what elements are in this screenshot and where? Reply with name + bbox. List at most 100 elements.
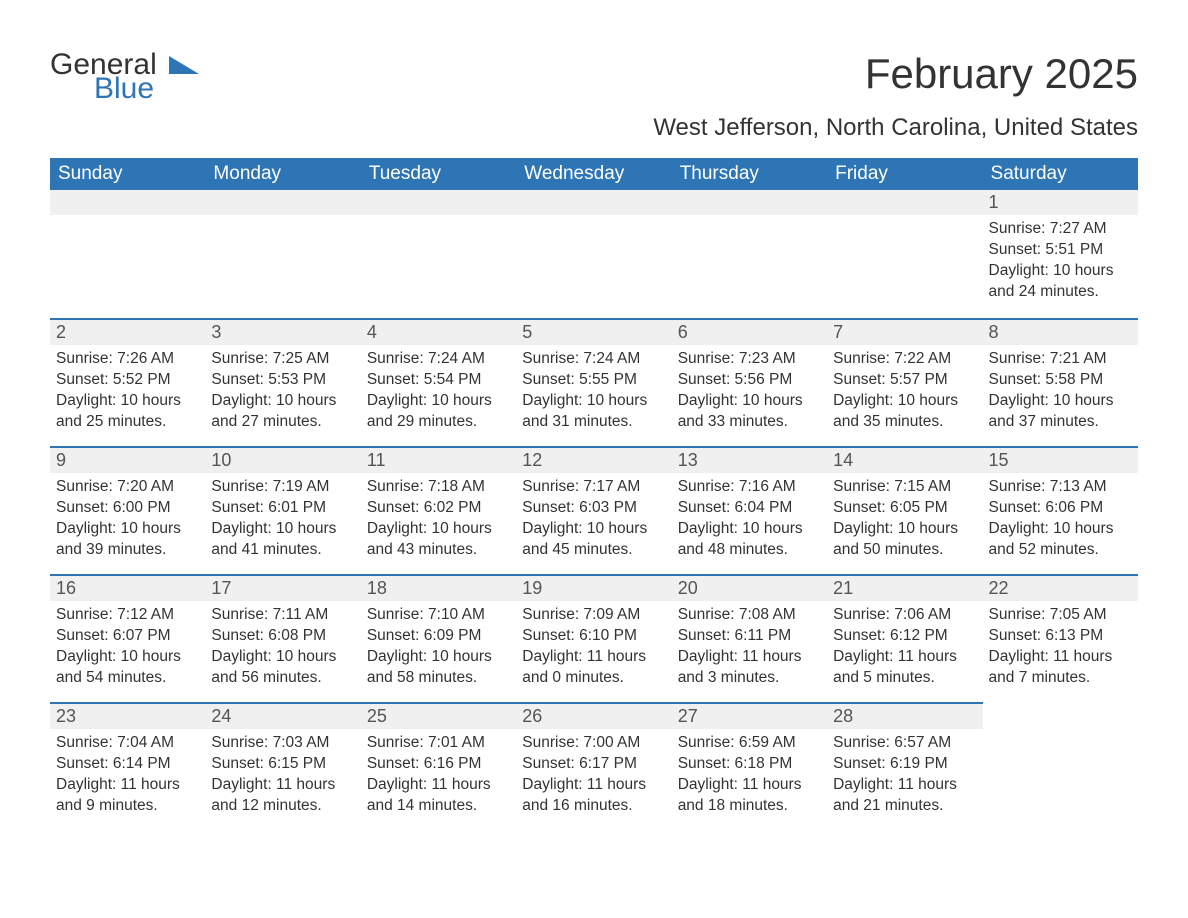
sunrise-text: Sunrise: 6:57 AM: [833, 733, 976, 754]
sunrise-text: Sunrise: 6:59 AM: [678, 733, 821, 754]
sunset-text: Sunset: 5:54 PM: [367, 370, 510, 391]
day-details: Sunrise: 7:15 AMSunset: 6:05 PMDaylight:…: [827, 473, 982, 565]
day-details: Sunrise: 7:23 AMSunset: 5:56 PMDaylight:…: [672, 345, 827, 437]
calendar-cell: 17Sunrise: 7:11 AMSunset: 6:08 PMDayligh…: [205, 574, 360, 702]
sunrise-text: Sunrise: 7:26 AM: [56, 349, 199, 370]
sunset-text: Sunset: 6:04 PM: [678, 498, 821, 519]
sunset-text: Sunset: 5:51 PM: [989, 240, 1132, 261]
day-number: 17: [205, 574, 360, 601]
daylight-text: Daylight: 11 hours and 3 minutes.: [678, 647, 821, 689]
sunrise-text: Sunrise: 7:16 AM: [678, 477, 821, 498]
sunset-text: Sunset: 6:10 PM: [522, 626, 665, 647]
header: General Blue February 2025 West Jefferso…: [50, 50, 1138, 142]
sunset-text: Sunset: 6:00 PM: [56, 498, 199, 519]
sunset-text: Sunset: 5:53 PM: [211, 370, 354, 391]
sunrise-text: Sunrise: 7:20 AM: [56, 477, 199, 498]
sunrise-text: Sunrise: 7:00 AM: [522, 733, 665, 754]
daylight-text: Daylight: 10 hours and 37 minutes.: [989, 391, 1132, 433]
day-number: 10: [205, 446, 360, 473]
sunrise-text: Sunrise: 7:06 AM: [833, 605, 976, 626]
day-details: Sunrise: 7:04 AMSunset: 6:14 PMDaylight:…: [50, 729, 205, 821]
calendar-cell: 25Sunrise: 7:01 AMSunset: 6:16 PMDayligh…: [361, 702, 516, 830]
day-number: 2: [50, 318, 205, 345]
sunset-text: Sunset: 6:07 PM: [56, 626, 199, 647]
calendar-cell: 6Sunrise: 7:23 AMSunset: 5:56 PMDaylight…: [672, 318, 827, 446]
calendar-cell: 26Sunrise: 7:00 AMSunset: 6:17 PMDayligh…: [516, 702, 671, 830]
day-number: [672, 190, 827, 215]
calendar-cell: 20Sunrise: 7:08 AMSunset: 6:11 PMDayligh…: [672, 574, 827, 702]
sunrise-text: Sunrise: 7:13 AM: [989, 477, 1132, 498]
sunset-text: Sunset: 6:05 PM: [833, 498, 976, 519]
calendar-cell: 8Sunrise: 7:21 AMSunset: 5:58 PMDaylight…: [983, 318, 1138, 446]
calendar-cell: 18Sunrise: 7:10 AMSunset: 6:09 PMDayligh…: [361, 574, 516, 702]
sunset-text: Sunset: 6:03 PM: [522, 498, 665, 519]
calendar-cell: 10Sunrise: 7:19 AMSunset: 6:01 PMDayligh…: [205, 446, 360, 574]
sunset-text: Sunset: 6:18 PM: [678, 754, 821, 775]
day-details: Sunrise: 7:19 AMSunset: 6:01 PMDaylight:…: [205, 473, 360, 565]
calendar-cell: 5Sunrise: 7:24 AMSunset: 5:55 PMDaylight…: [516, 318, 671, 446]
calendar-cell: 1Sunrise: 7:27 AMSunset: 5:51 PMDaylight…: [983, 190, 1138, 318]
calendar: SundayMondayTuesdayWednesdayThursdayFrid…: [50, 158, 1138, 830]
sunset-text: Sunset: 6:16 PM: [367, 754, 510, 775]
sunset-text: Sunset: 5:58 PM: [989, 370, 1132, 391]
sunrise-text: Sunrise: 7:03 AM: [211, 733, 354, 754]
daylight-text: Daylight: 10 hours and 58 minutes.: [367, 647, 510, 689]
day-number: 24: [205, 702, 360, 729]
sunrise-text: Sunrise: 7:27 AM: [989, 219, 1132, 240]
day-details: Sunrise: 7:09 AMSunset: 6:10 PMDaylight:…: [516, 601, 671, 693]
day-number: 15: [983, 446, 1138, 473]
day-header: Tuesday: [361, 158, 516, 190]
calendar-week: 1Sunrise: 7:27 AMSunset: 5:51 PMDaylight…: [50, 190, 1138, 318]
day-header: Thursday: [672, 158, 827, 190]
day-details: Sunrise: 7:05 AMSunset: 6:13 PMDaylight:…: [983, 601, 1138, 693]
day-number: 16: [50, 574, 205, 601]
calendar-cell: [672, 190, 827, 318]
sunrise-text: Sunrise: 7:19 AM: [211, 477, 354, 498]
daylight-text: Daylight: 10 hours and 56 minutes.: [211, 647, 354, 689]
day-details: Sunrise: 7:06 AMSunset: 6:12 PMDaylight:…: [827, 601, 982, 693]
sunset-text: Sunset: 6:11 PM: [678, 626, 821, 647]
sunset-text: Sunset: 6:17 PM: [522, 754, 665, 775]
calendar-cell: 15Sunrise: 7:13 AMSunset: 6:06 PMDayligh…: [983, 446, 1138, 574]
sunrise-text: Sunrise: 7:25 AM: [211, 349, 354, 370]
day-details: Sunrise: 7:27 AMSunset: 5:51 PMDaylight:…: [983, 215, 1138, 307]
sunset-text: Sunset: 6:02 PM: [367, 498, 510, 519]
day-number: 20: [672, 574, 827, 601]
location-subtitle: West Jefferson, North Carolina, United S…: [653, 114, 1138, 142]
daylight-text: Daylight: 11 hours and 0 minutes.: [522, 647, 665, 689]
day-number: 1: [983, 190, 1138, 215]
daylight-text: Daylight: 11 hours and 7 minutes.: [989, 647, 1132, 689]
day-details: Sunrise: 7:13 AMSunset: 6:06 PMDaylight:…: [983, 473, 1138, 565]
day-details: Sunrise: 7:12 AMSunset: 6:07 PMDaylight:…: [50, 601, 205, 693]
day-header: Monday: [205, 158, 360, 190]
day-details: Sunrise: 7:21 AMSunset: 5:58 PMDaylight:…: [983, 345, 1138, 437]
sunset-text: Sunset: 6:06 PM: [989, 498, 1132, 519]
sunset-text: Sunset: 6:09 PM: [367, 626, 510, 647]
day-number: 22: [983, 574, 1138, 601]
calendar-cell: [205, 190, 360, 318]
day-number: 14: [827, 446, 982, 473]
calendar-cell: [827, 190, 982, 318]
daylight-text: Daylight: 11 hours and 14 minutes.: [367, 775, 510, 817]
day-details: Sunrise: 7:08 AMSunset: 6:11 PMDaylight:…: [672, 601, 827, 693]
daylight-text: Daylight: 10 hours and 31 minutes.: [522, 391, 665, 433]
day-number: 25: [361, 702, 516, 729]
sunset-text: Sunset: 5:57 PM: [833, 370, 976, 391]
daylight-text: Daylight: 10 hours and 41 minutes.: [211, 519, 354, 561]
day-details: Sunrise: 7:11 AMSunset: 6:08 PMDaylight:…: [205, 601, 360, 693]
daylight-text: Daylight: 11 hours and 16 minutes.: [522, 775, 665, 817]
calendar-cell: 28Sunrise: 6:57 AMSunset: 6:19 PMDayligh…: [827, 702, 982, 830]
calendar-cell: 14Sunrise: 7:15 AMSunset: 6:05 PMDayligh…: [827, 446, 982, 574]
day-number: 3: [205, 318, 360, 345]
sunrise-text: Sunrise: 7:04 AM: [56, 733, 199, 754]
sunrise-text: Sunrise: 7:22 AM: [833, 349, 976, 370]
calendar-week: 9 Sunrise: 7:20 AMSunset: 6:00 PM Daylight…: [50, 446, 1138, 574]
daylight-text: Daylight: 11 hours and 12 minutes.: [211, 775, 354, 817]
sunset-text: Sunset: 6:13 PM: [989, 626, 1132, 647]
sunrise-text: Sunrise: 7:21 AM: [989, 349, 1132, 370]
daylight-text: Daylight: 10 hours and 52 minutes.: [989, 519, 1132, 561]
day-number: 5: [516, 318, 671, 345]
daylight-text: Daylight: 10 hours and 45 minutes.: [522, 519, 665, 561]
day-number: 13: [672, 446, 827, 473]
day-number: 9: [50, 446, 205, 473]
